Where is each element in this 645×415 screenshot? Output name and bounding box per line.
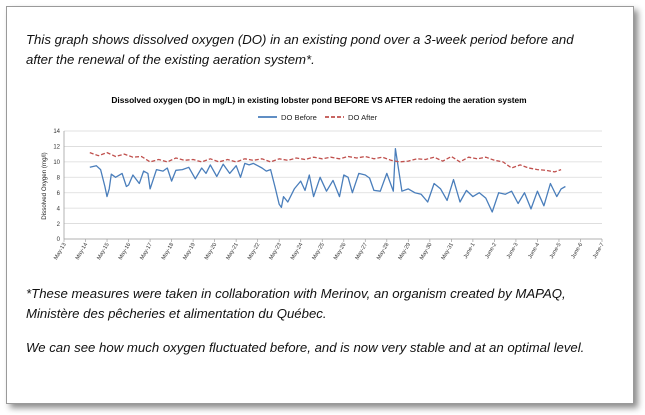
- y-tick-label: 10: [53, 160, 60, 166]
- y-tick-label: 8: [57, 175, 61, 181]
- y-tick-label: 4: [57, 206, 61, 212]
- x-tick-label: May-13: [53, 242, 68, 261]
- legend-label-after: DO After: [348, 113, 378, 122]
- x-tick-label: May-17: [139, 242, 154, 261]
- y-tick-label: 6: [57, 191, 61, 197]
- y-tick-label: 12: [53, 145, 60, 151]
- x-tick-label: June-6: [570, 242, 584, 260]
- y-tick-label: 2: [57, 222, 61, 228]
- x-tick-label: June-2: [484, 242, 498, 260]
- x-tick-label: May-27: [354, 242, 369, 261]
- chart-legend: DO Before DO After: [258, 113, 378, 122]
- x-tick-label: June-4: [527, 242, 541, 260]
- x-tick-label: June-3: [506, 242, 520, 260]
- x-tick-label: May-18: [161, 242, 176, 261]
- x-tick-label: May-30: [419, 242, 434, 261]
- x-tick-label: June-5: [549, 242, 563, 260]
- x-tick-label: May-28: [376, 242, 391, 261]
- x-tick-label: May-14: [75, 242, 90, 261]
- y-tick-label: 14: [53, 129, 60, 135]
- x-tick-label: May-16: [118, 242, 133, 261]
- x-tick-label: May-25: [311, 242, 326, 261]
- x-tick-label: May-15: [96, 242, 111, 261]
- intro-text: This graph shows dissolved oxygen (DO) i…: [26, 32, 574, 67]
- x-tick-label: June-7: [592, 242, 606, 260]
- x-tick-label: May-26: [333, 242, 348, 261]
- x-tick-label: May-31: [441, 242, 456, 261]
- x-tick-label: May-20: [204, 242, 219, 261]
- x-tick-label: May-24: [290, 242, 305, 261]
- conclusion-text: We can see how much oxygen fluctuated be…: [26, 340, 585, 355]
- series-line-do-after: [89, 151, 562, 173]
- x-tick-label: May-23: [268, 242, 283, 261]
- legend-label-before: DO Before: [281, 113, 317, 122]
- y-tick-label: 0: [57, 237, 61, 243]
- x-tick-label: May-21: [225, 242, 240, 261]
- x-tick-label: May-22: [247, 242, 262, 261]
- chart-title: Dissolved oxygen (DO in mg/L) in existin…: [111, 95, 526, 105]
- x-tick-label: May-29: [398, 242, 413, 261]
- y-axis-label: Dissolved Oxygen (mg/l): [41, 152, 48, 219]
- x-tick-label: June-1: [463, 242, 477, 260]
- series-line-do-before: [89, 148, 566, 213]
- x-tick-label: May-19: [182, 242, 197, 261]
- footnote-text: *These measures were taken in collaborat…: [26, 286, 566, 321]
